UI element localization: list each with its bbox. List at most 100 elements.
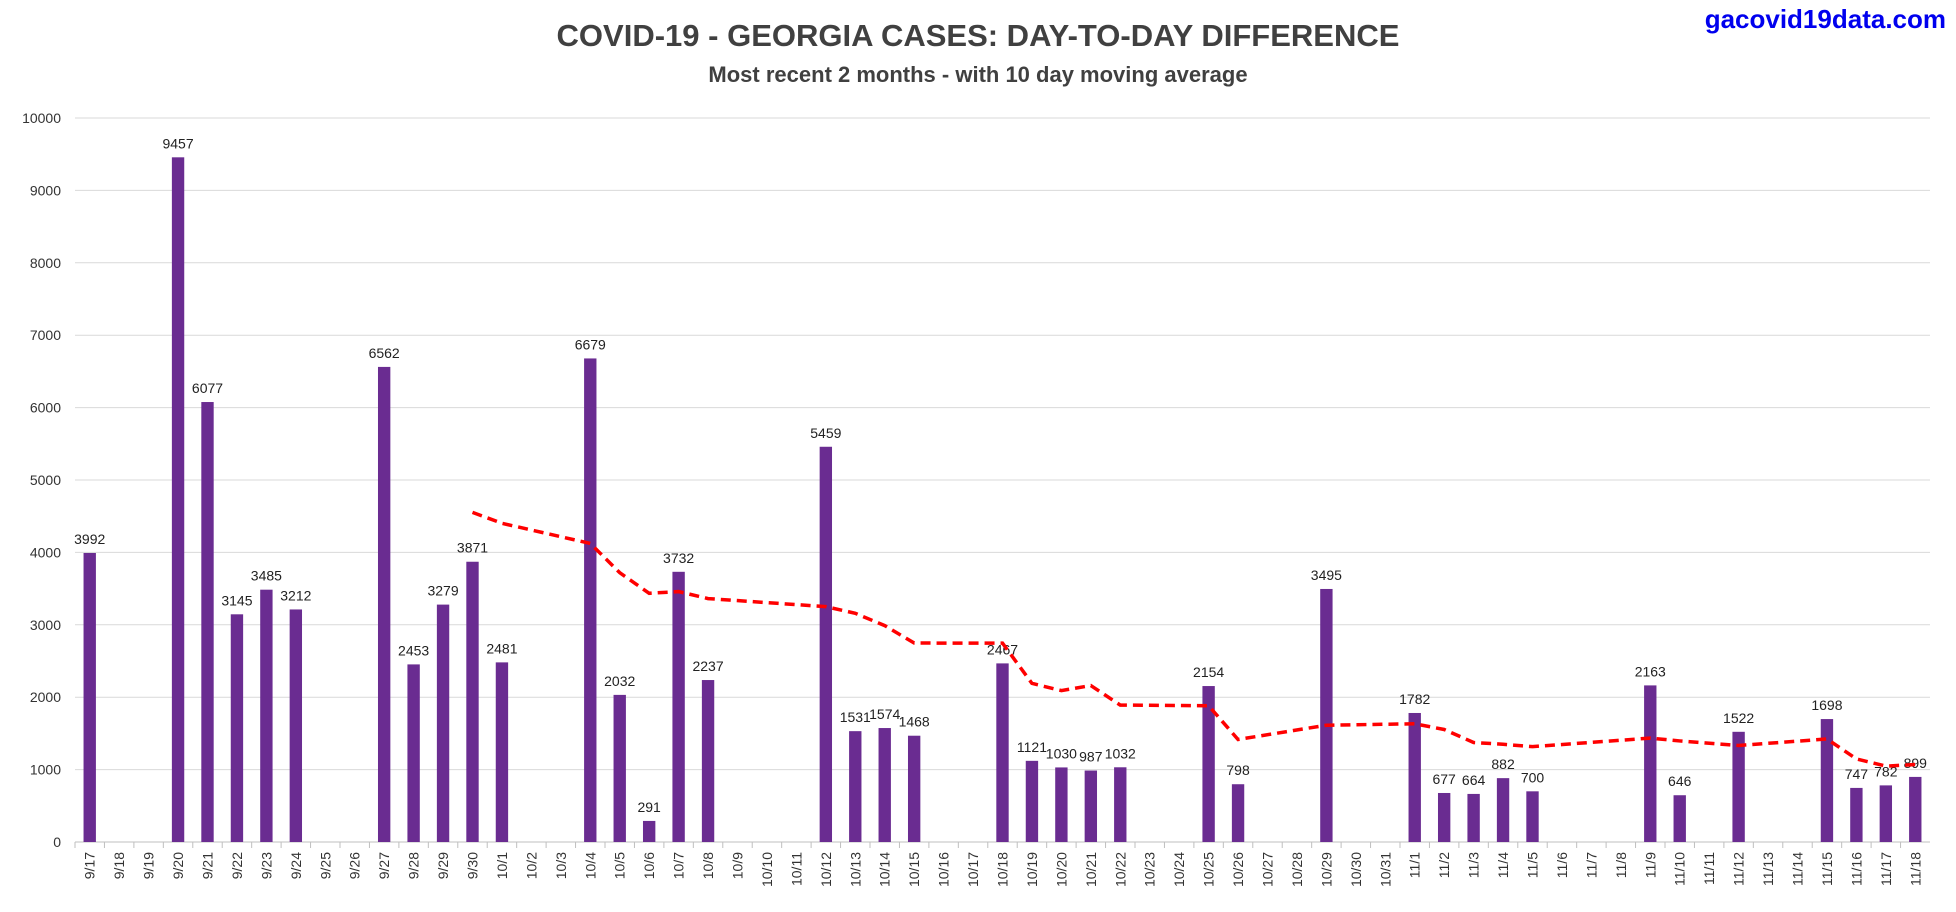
bar — [1055, 767, 1068, 842]
x-tick-label: 11/9 — [1642, 852, 1658, 878]
bar — [171, 157, 185, 842]
bar — [230, 614, 244, 842]
x-tick-label: 10/31 — [1377, 852, 1393, 887]
bar — [83, 552, 96, 842]
data-label: 1121 — [1017, 739, 1047, 755]
bar — [1408, 712, 1421, 842]
y-tick-label: 6000 — [30, 400, 61, 416]
data-label: 1782 — [1399, 691, 1430, 707]
chart-title: COVID-19 - GEORGIA CASES: DAY-TO-DAY DIF… — [556, 18, 1400, 53]
data-label: 6562 — [369, 345, 400, 361]
data-label: 2032 — [604, 673, 635, 689]
bar — [407, 664, 420, 842]
x-tick-label: 11/2 — [1436, 852, 1452, 878]
bar — [849, 731, 862, 842]
x-tick-label: 9/24 — [288, 852, 304, 879]
bar — [1084, 770, 1098, 842]
x-tick-label: 9/27 — [376, 852, 392, 879]
bar — [878, 728, 891, 842]
data-label: 3732 — [663, 550, 694, 566]
x-tick-label: 11/11 — [1701, 852, 1717, 885]
x-tick-label: 11/16 — [1848, 852, 1864, 886]
x-tick-label: 11/13 — [1760, 852, 1776, 886]
data-label: 1574 — [869, 706, 900, 722]
x-tick-label: 11/5 — [1525, 852, 1541, 878]
bar — [1850, 787, 1863, 842]
x-tick-label: 9/21 — [200, 852, 216, 879]
x-tick-label: 9/22 — [229, 852, 245, 879]
data-label: 6077 — [192, 380, 223, 396]
bar — [201, 402, 214, 842]
bar — [907, 735, 921, 842]
data-label: 1531 — [840, 709, 871, 725]
bar — [436, 604, 450, 842]
x-tick-label: 11/4 — [1495, 852, 1511, 878]
data-label: 1698 — [1811, 697, 1842, 713]
data-label: 3145 — [221, 592, 252, 608]
x-tick-label: 10/24 — [1171, 852, 1187, 887]
x-tick-label: 9/29 — [435, 852, 451, 879]
x-tick-label: 10/7 — [671, 852, 687, 879]
y-tick-label: 2000 — [30, 689, 61, 705]
data-label: 3212 — [280, 587, 311, 603]
data-label: 3279 — [427, 583, 458, 599]
bar — [1025, 760, 1039, 842]
x-tick-label: 11/6 — [1554, 852, 1570, 878]
y-tick-label: 5000 — [30, 472, 61, 488]
x-tick-label: 10/30 — [1348, 852, 1364, 887]
data-label: 2467 — [987, 641, 1018, 657]
data-label: 2453 — [398, 642, 429, 658]
data-label: 882 — [1491, 756, 1515, 772]
bar — [289, 609, 303, 842]
bar — [996, 663, 1009, 842]
y-tick-label: 1000 — [30, 762, 61, 778]
x-tick-label: 10/28 — [1289, 852, 1305, 887]
x-tick-label: 10/22 — [1112, 852, 1128, 887]
x-tick-label: 10/1 — [494, 852, 510, 879]
x-tick-label: 10/26 — [1230, 852, 1246, 887]
x-tick-label: 11/1 — [1407, 852, 1423, 878]
x-tick-label: 9/26 — [347, 852, 363, 879]
x-tick-label: 11/10 — [1672, 852, 1688, 886]
x-tick-label: 9/28 — [406, 852, 422, 879]
bar — [1202, 686, 1215, 842]
x-tick-label: 10/15 — [906, 852, 922, 887]
data-label: 3992 — [74, 531, 105, 547]
x-tick-label: 10/16 — [936, 852, 952, 887]
data-label: 3871 — [457, 540, 488, 556]
x-tick-label: 10/2 — [523, 852, 539, 879]
bar — [1879, 785, 1893, 842]
x-tick-label: 11/18 — [1907, 852, 1923, 886]
bar — [613, 694, 626, 842]
x-tick-label: 10/23 — [1142, 852, 1158, 887]
x-tick-label: 11/14 — [1790, 852, 1806, 886]
data-label: 9457 — [162, 135, 193, 151]
bar — [495, 662, 509, 842]
x-tick-label: 10/17 — [965, 852, 981, 887]
data-label: 1030 — [1046, 745, 1077, 761]
data-label: 2237 — [692, 658, 723, 674]
x-tick-label: 10/12 — [818, 852, 834, 887]
bar — [1437, 792, 1451, 842]
data-label: 1522 — [1723, 710, 1754, 726]
bar — [1467, 793, 1480, 842]
x-tick-label: 11/8 — [1613, 852, 1629, 878]
y-tick-label: 0 — [53, 834, 61, 850]
x-tick-label: 11/3 — [1466, 852, 1482, 878]
data-label: 677 — [1432, 771, 1456, 787]
x-tick-label: 11/7 — [1583, 852, 1599, 878]
bar — [672, 571, 685, 842]
watermark-link[interactable]: gacovid19data.com — [1704, 4, 1946, 34]
x-tick-label: 10/5 — [612, 852, 628, 879]
x-tick-label: 10/13 — [847, 852, 863, 887]
x-tick-label: 10/20 — [1053, 852, 1069, 887]
x-tick-label: 9/18 — [111, 852, 127, 879]
y-tick-label: 10000 — [22, 110, 61, 126]
data-label: 646 — [1668, 773, 1692, 789]
x-tick-label: 11/15 — [1819, 852, 1835, 886]
chart-subtitle: Most recent 2 months - with 10 day movin… — [708, 62, 1248, 87]
x-tick-label: 9/23 — [258, 852, 274, 879]
data-label: 987 — [1079, 749, 1103, 765]
x-tick-label: 10/29 — [1318, 852, 1334, 887]
